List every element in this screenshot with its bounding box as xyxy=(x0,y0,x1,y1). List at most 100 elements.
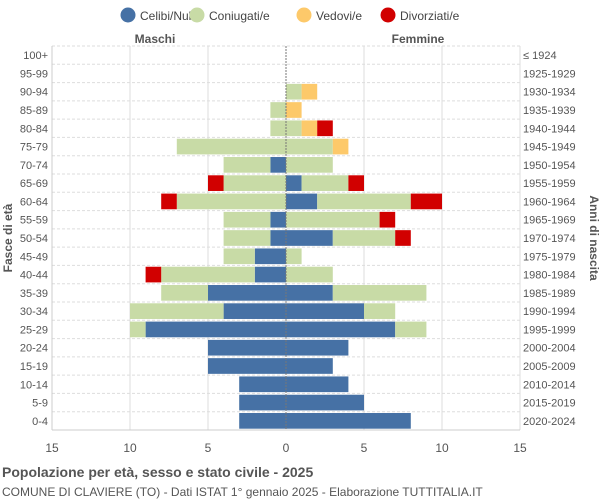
x-tick-label: 5 xyxy=(205,441,212,455)
bar-male xyxy=(239,376,286,393)
age-label: 100+ xyxy=(23,50,48,62)
age-label: 15-19 xyxy=(20,361,48,373)
age-label: 35-39 xyxy=(20,288,48,300)
bar-female xyxy=(286,285,333,301)
age-label: 10-14 xyxy=(20,379,48,391)
age-label: 30-34 xyxy=(20,306,48,318)
bar-male xyxy=(208,175,224,191)
bar-female xyxy=(286,83,302,100)
bar-female xyxy=(286,120,302,137)
bar-female xyxy=(286,211,380,228)
bar-female xyxy=(379,211,396,228)
bar-female xyxy=(301,83,318,100)
y-axis-label-left: Fasce di età xyxy=(1,203,15,272)
bar-female xyxy=(317,193,411,210)
birth-year-label: 1995-1999 xyxy=(523,324,576,336)
x-tick-label: 5 xyxy=(361,441,368,455)
x-tick-label: 10 xyxy=(123,441,137,455)
x-tick-label: 0 xyxy=(283,441,290,455)
bar-female xyxy=(286,358,333,374)
birth-year-label: 1950-1954 xyxy=(523,160,576,172)
bar-female xyxy=(286,102,302,118)
birth-year-label: 2015-2019 xyxy=(523,398,576,410)
legend-marker xyxy=(380,7,396,23)
bar-female xyxy=(286,157,333,173)
birth-year-label: 2020-2024 xyxy=(523,416,576,428)
bar-male xyxy=(208,339,286,356)
age-label: 0-4 xyxy=(32,416,48,428)
bar-female xyxy=(286,321,396,338)
birth-year-label: 1940-1944 xyxy=(523,123,576,135)
males-label: Maschi xyxy=(135,32,176,46)
bar-female xyxy=(301,120,318,137)
legend-label: Vedovi/e xyxy=(316,9,362,23)
bar-female xyxy=(286,138,333,155)
bar-male xyxy=(161,266,255,283)
bar-male xyxy=(223,175,286,191)
legend-marker xyxy=(296,7,312,23)
age-label: 45-49 xyxy=(20,251,48,263)
bar-male xyxy=(254,266,286,283)
legend-marker xyxy=(120,7,136,23)
birth-year-label: 1985-1989 xyxy=(523,288,576,300)
bar-female xyxy=(348,175,364,191)
birth-year-label: 1945-1949 xyxy=(523,142,576,154)
bar-female xyxy=(364,303,396,319)
bar-female xyxy=(286,193,318,210)
age-label: 25-29 xyxy=(20,324,48,336)
age-label: 65-69 xyxy=(20,178,48,190)
bar-male xyxy=(208,358,286,374)
bar-female xyxy=(332,285,427,301)
bar-male xyxy=(145,321,286,338)
age-label: 5-9 xyxy=(32,398,48,410)
bar-male xyxy=(223,303,286,319)
bar-female xyxy=(332,230,396,246)
age-label: 50-54 xyxy=(20,233,48,245)
chart-subtitle: COMUNE DI CLAVIERE (TO) - Dati ISTAT 1° … xyxy=(2,485,483,499)
age-label: 85-89 xyxy=(20,105,48,117)
bar-female xyxy=(317,120,333,137)
females-label: Femmine xyxy=(392,32,445,46)
bar-female xyxy=(410,193,442,210)
birth-year-label: ≤ 1924 xyxy=(523,50,557,62)
age-label: 55-59 xyxy=(20,215,48,227)
legend-label: Celibi/Nubili xyxy=(140,9,203,23)
bar-female xyxy=(286,303,364,319)
bar-male xyxy=(223,211,271,228)
bar-male xyxy=(239,413,286,429)
birth-year-label: 2010-2014 xyxy=(523,379,576,391)
age-label: 40-44 xyxy=(20,270,48,282)
bar-male xyxy=(223,157,271,173)
bar-female xyxy=(332,138,349,155)
bar-male xyxy=(270,211,286,228)
age-label: 60-64 xyxy=(20,196,48,208)
bar-male xyxy=(161,285,208,301)
legend-label: Coniugati/e xyxy=(209,9,270,23)
bar-male xyxy=(239,394,286,411)
bar-female xyxy=(286,175,302,191)
bar-male xyxy=(145,266,162,283)
bar-male xyxy=(270,230,286,246)
birth-year-label: 1965-1969 xyxy=(523,215,576,227)
bar-female xyxy=(286,394,364,411)
bar-female xyxy=(286,376,349,393)
age-label: 90-94 xyxy=(20,87,48,99)
birth-year-label: 2000-2004 xyxy=(523,343,576,355)
bar-male xyxy=(161,193,177,210)
x-tick-label: 10 xyxy=(435,441,449,455)
birth-year-label: 1930-1934 xyxy=(523,87,576,99)
age-label: 70-74 xyxy=(20,160,48,172)
bar-female xyxy=(286,266,333,283)
age-label: 20-24 xyxy=(20,343,48,355)
age-label: 80-84 xyxy=(20,123,48,135)
y-axis-label-right: Anni di nascita xyxy=(587,195,600,281)
bar-male xyxy=(176,193,286,210)
bar-female xyxy=(395,230,411,246)
legend-label: Divorziati/e xyxy=(400,9,460,23)
bar-male xyxy=(223,230,271,246)
bar-male xyxy=(270,120,286,137)
birth-year-label: 1980-1984 xyxy=(523,270,576,282)
birth-year-label: 2005-2009 xyxy=(523,361,576,373)
bar-male xyxy=(130,321,146,338)
